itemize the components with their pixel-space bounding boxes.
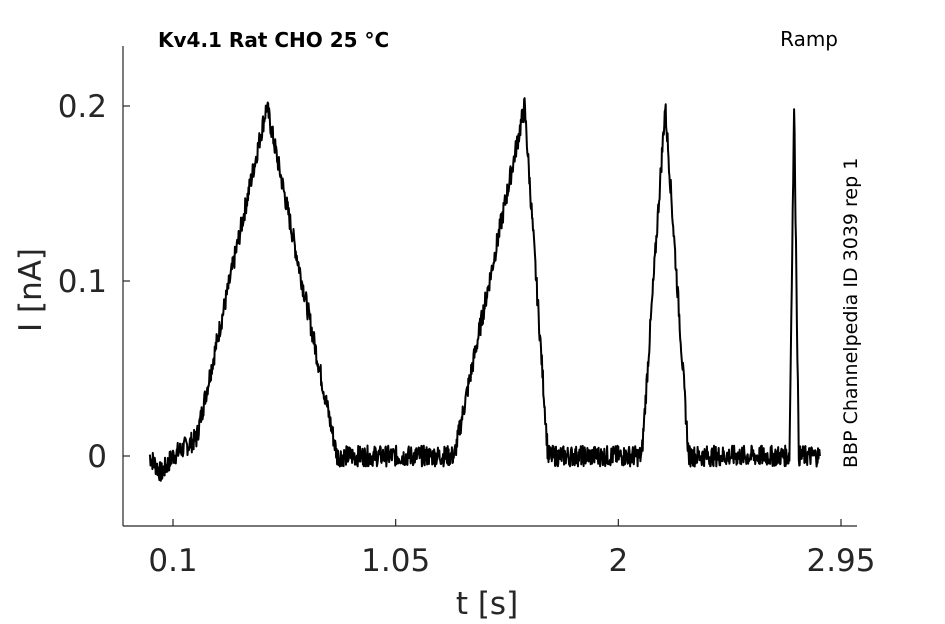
chart-title-left: Kv4.1 Rat CHO 25 °C xyxy=(158,28,389,52)
series-line xyxy=(148,97,821,482)
y-tick-label: 0.1 xyxy=(58,264,107,300)
x-axis-label: t [s] xyxy=(456,586,518,622)
series-group xyxy=(148,97,821,482)
y-tick-label: 0 xyxy=(87,439,107,475)
axes xyxy=(122,46,857,527)
y-axis-label: I [nA] xyxy=(13,248,49,332)
ticks: 0.1 1.05 2 2.95 0 0.1 0.2 xyxy=(58,89,876,579)
x-tick-label: 2.95 xyxy=(806,543,875,579)
side-label: BBP Channelpedia ID 3039 rep 1 xyxy=(840,158,862,468)
y-tick-label: 0.2 xyxy=(58,89,107,125)
x-tick-label: 0.1 xyxy=(148,543,197,579)
x-tick-label: 2 xyxy=(608,543,628,579)
x-tick-label: 1.05 xyxy=(361,543,430,579)
chart-title-right: Ramp xyxy=(780,27,838,51)
